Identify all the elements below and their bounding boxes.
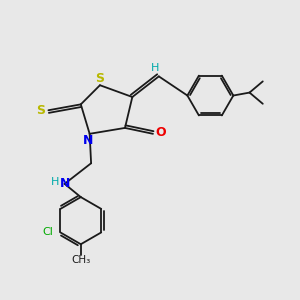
Text: CH₃: CH₃ <box>71 255 90 266</box>
Text: H: H <box>151 63 160 73</box>
Text: S: S <box>95 72 104 85</box>
Text: S: S <box>36 104 45 117</box>
Text: Cl: Cl <box>43 227 53 237</box>
Text: N: N <box>59 177 70 190</box>
Text: H: H <box>51 177 59 188</box>
Text: N: N <box>83 134 93 147</box>
Text: O: O <box>155 126 166 139</box>
